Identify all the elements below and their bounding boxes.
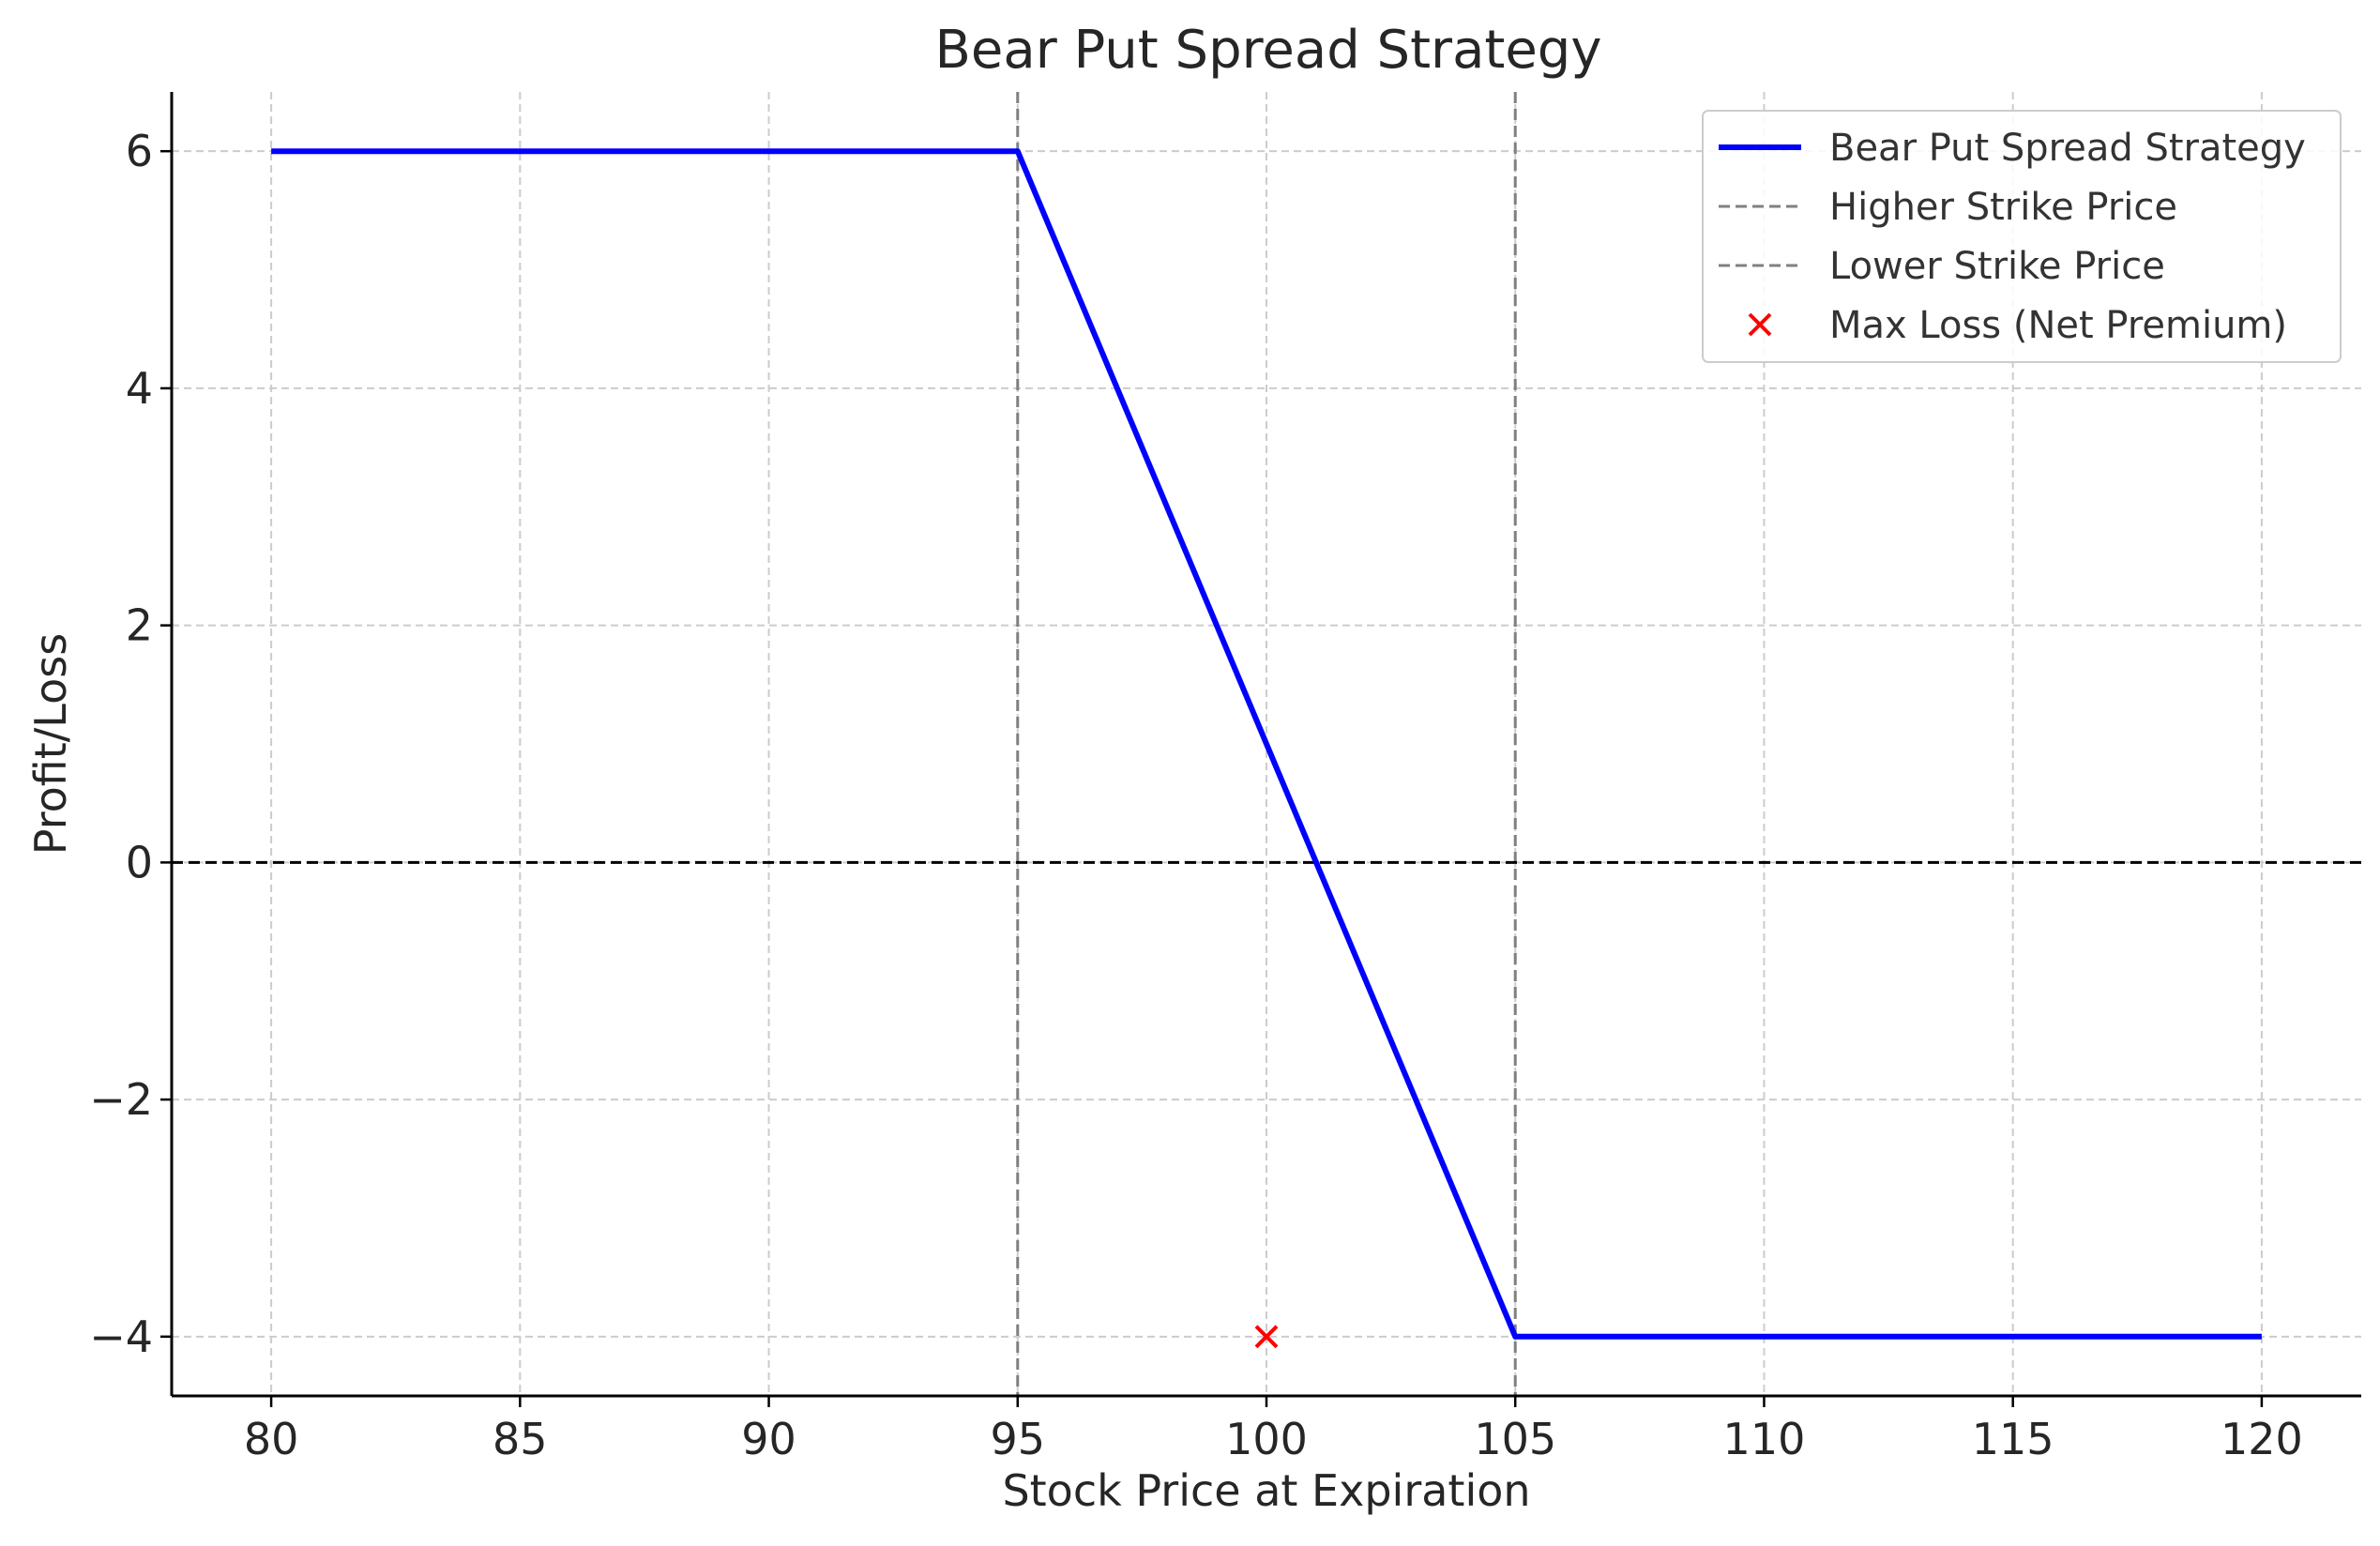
y-ticks: −4 −2 0 2 4 6 <box>89 126 172 1362</box>
series-group <box>271 148 2262 1340</box>
x-ticks: 80 85 90 95 100 105 110 115 120 <box>244 1396 2303 1464</box>
legend: Bear Put Spread Strategy Higher Strike Pr… <box>1702 110 2342 363</box>
max-loss-marker <box>1254 1325 1279 1349</box>
x-tick-label: 115 <box>1972 1414 2054 1464</box>
y-tick-label: −2 <box>89 1074 153 1125</box>
x-axis-label: Stock Price at Expiration <box>1002 1465 1530 1516</box>
legend-item: Bear Put Spread Strategy <box>1719 127 2306 170</box>
x-tick-label: 90 <box>741 1414 796 1464</box>
y-tick-label: −4 <box>89 1311 153 1362</box>
y-axis-label: Profit/Loss <box>25 633 76 855</box>
x-tick-label: 85 <box>493 1414 548 1464</box>
x-tick-label: 80 <box>244 1414 299 1464</box>
y-tick-label: 4 <box>126 363 153 414</box>
legend-item: Higher Strike Price <box>1719 186 2177 229</box>
y-tick-label: 6 <box>126 126 153 176</box>
y-tick-label: 2 <box>126 600 153 651</box>
x-tick-label: 95 <box>990 1414 1045 1464</box>
legend-box <box>1702 110 2342 363</box>
legend-label: Higher Strike Price <box>1829 186 2177 229</box>
x-tick-label: 120 <box>2221 1414 2303 1464</box>
legend-item: Max Loss (Net Premium) <box>1748 304 2287 347</box>
x-tick-label: 100 <box>1225 1414 1308 1464</box>
markers-group <box>1254 1325 1279 1349</box>
legend-items: Bear Put Spread Strategy Higher Strike Pr… <box>1719 127 2306 347</box>
legend-label: Max Loss (Net Premium) <box>1829 304 2287 347</box>
marker-stroke <box>1254 1325 1279 1349</box>
series-line <box>271 148 2262 1340</box>
legend-label: Bear Put Spread Strategy <box>1829 127 2306 170</box>
legend-item: Lower Strike Price <box>1719 245 2165 288</box>
x-tick-label: 110 <box>1723 1414 1806 1464</box>
chart-title: Bear Put Spread Strategy <box>935 20 1602 81</box>
legend-swatch-marker <box>1748 312 1772 337</box>
x-tick-label: 105 <box>1474 1414 1556 1464</box>
y-tick-label: 0 <box>126 837 153 887</box>
legend-label: Lower Strike Price <box>1829 245 2165 288</box>
reference-lines <box>172 92 2361 1396</box>
